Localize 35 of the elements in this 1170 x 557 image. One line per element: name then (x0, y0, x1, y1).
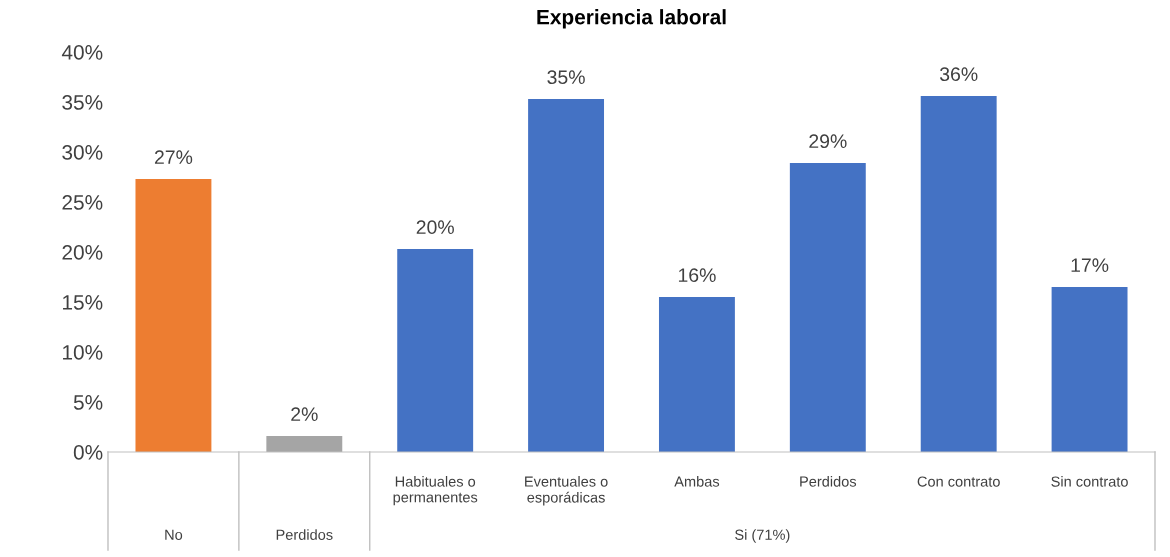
y-tick-label: 30% (62, 145, 103, 160)
data-label: 2% (291, 407, 318, 421)
bar (658, 297, 735, 452)
data-label: 27% (154, 150, 193, 164)
x-tick-label: Con contrato (917, 476, 1000, 487)
x-tick-label: Perdidos (800, 476, 857, 487)
bar (920, 96, 997, 452)
y-tick-label: 10% (63, 345, 103, 360)
text: Si (71%) (735, 529, 790, 543)
data-label: 17% (1071, 258, 1109, 272)
x-tick-label: Eventuales o esporádicas (525, 476, 608, 506)
y-tick-label: 35% (62, 95, 103, 110)
x-tick-label: Habituales o permanentes (393, 476, 478, 506)
data-label: 36% (939, 67, 978, 82)
text: Perdidos (276, 529, 333, 540)
bar (789, 163, 866, 452)
x-tick-label: Ambas (674, 476, 720, 487)
bar (1051, 287, 1128, 452)
data-label: 29% (809, 134, 847, 149)
bar (397, 249, 474, 452)
y-tick-label: 40% (61, 45, 103, 60)
y-tick-label: 15% (63, 295, 103, 310)
bar (135, 179, 212, 452)
bar (266, 436, 343, 452)
y-tick-label: 20% (62, 245, 103, 260)
x-tick-label: Sin contrato (1051, 476, 1128, 487)
text: No (165, 529, 183, 540)
data-label: 20% (416, 220, 454, 235)
bar (528, 99, 605, 452)
chart-title: Experiencia laboral (537, 9, 726, 29)
data-label: 16% (678, 268, 716, 283)
y-tick-label: 0% (73, 445, 103, 460)
data-label: 35% (547, 70, 585, 85)
y-tick-label: 25% (62, 195, 103, 210)
y-tick-label: 5% (73, 395, 103, 410)
